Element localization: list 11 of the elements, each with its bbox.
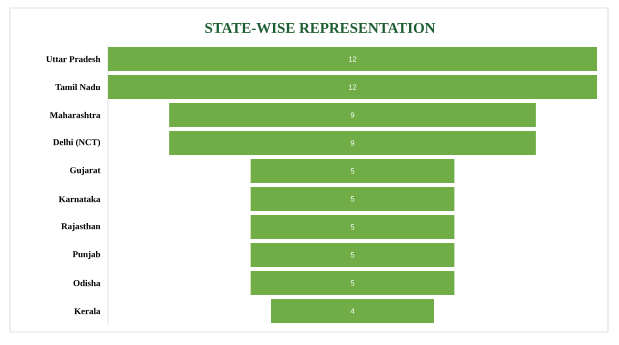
text: STATE-WISE REPRESENTATION [205,22,436,34]
category-label: Tamil Nadu [55,84,100,90]
category-label: Rajasthan [61,222,100,232]
category-label: Uttar Pradesh [46,56,100,62]
category-label: Karnataka [58,196,100,202]
category-label: Punjab [72,250,100,260]
category-label: Delhi (NCT) [53,138,100,148]
category-label: Odisha [74,280,100,286]
category-label: Gujarat [70,166,100,176]
category-label: Maharashtra [50,112,100,118]
category-label: Kerala [74,308,100,314]
